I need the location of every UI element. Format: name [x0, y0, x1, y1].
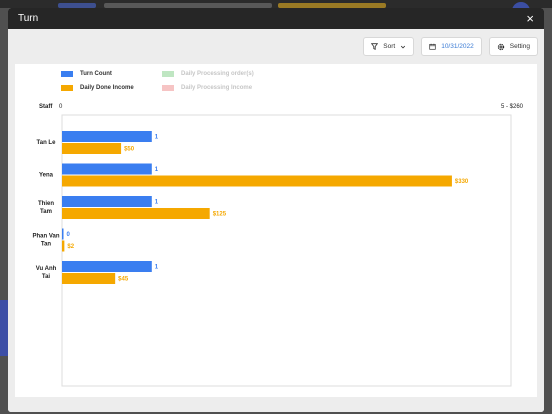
- modal-body: Sort 10/31/2022 Setting Turn Count: [8, 29, 544, 412]
- gear-icon: [497, 43, 504, 50]
- category-label: Thien: [38, 201, 54, 207]
- calendar-icon: [429, 43, 436, 50]
- bar-turn-count: [62, 131, 152, 142]
- chevron-down-icon: [401, 45, 406, 48]
- legend-label: Turn Count: [80, 71, 112, 77]
- category-label: Tan: [41, 242, 52, 248]
- legend-label: Daily Processing order(s): [181, 71, 254, 77]
- background-app-bar: [0, 0, 552, 8]
- bar-turn-count: [62, 163, 152, 175]
- range-axis-label: 5 - $260: [501, 104, 524, 110]
- legend-item-turn-count[interactable]: Turn Count: [61, 71, 112, 77]
- bar-daily-done-income: [62, 175, 452, 187]
- background-sidebar: [0, 300, 8, 356]
- data-label: $45: [118, 277, 129, 283]
- data-label: $125: [213, 212, 227, 218]
- sort-label: Sort: [383, 43, 396, 50]
- legend-swatch: [61, 71, 73, 77]
- category-label: Tai: [42, 274, 51, 280]
- bar-daily-done-income: [62, 208, 210, 219]
- bar-chart: Tan Le 1 $50 Yena 1 $330 Thien Tam 1 $125 Phan Van…: [32, 114, 512, 387]
- date-picker[interactable]: 10/31/2022: [421, 37, 482, 56]
- bar-turn-count: [62, 261, 152, 272]
- toolbar: Sort 10/31/2022 Setting: [363, 37, 538, 56]
- data-label: 0: [67, 232, 71, 238]
- legend-swatch: [162, 71, 174, 77]
- setting-button[interactable]: Setting: [488, 37, 538, 56]
- staff-axis-label: Staff: [39, 104, 53, 110]
- category-label: Yena: [39, 173, 54, 179]
- legend-label: Daily Done Income: [80, 85, 134, 91]
- chart-legend: Turn Count Daily Done Income Daily Proce…: [61, 71, 261, 101]
- category-label: Tam: [40, 209, 52, 215]
- bar-daily-done-income: [62, 273, 116, 284]
- close-icon[interactable]: ×: [526, 11, 534, 26]
- zero-axis-label: 0: [59, 104, 63, 110]
- legend-swatch: [61, 85, 73, 91]
- bar-turn-count: [62, 196, 152, 207]
- data-label: $2: [67, 244, 74, 250]
- category-label: Tan Le: [37, 140, 57, 146]
- sort-button[interactable]: Sort: [363, 37, 415, 56]
- chart-card: Turn Count Daily Done Income Daily Proce…: [15, 64, 537, 397]
- bar-turn-count: [62, 228, 64, 240]
- bar-daily-done-income: [62, 240, 65, 252]
- data-label: 1: [155, 200, 159, 206]
- legend-item-daily-done-income[interactable]: Daily Done Income: [61, 85, 134, 91]
- legend-item-daily-processing-income[interactable]: Daily Processing Income: [162, 85, 252, 91]
- category-label: Vu Anh: [36, 266, 57, 272]
- background-tab: [104, 3, 272, 8]
- data-label: 1: [155, 265, 159, 271]
- data-label: $50: [124, 147, 135, 153]
- plot-area-frame: [61, 114, 512, 387]
- setting-label: Setting: [509, 43, 530, 50]
- legend-item-daily-processing-orders[interactable]: Daily Processing order(s): [162, 71, 254, 77]
- legend-label: Daily Processing Income: [181, 85, 253, 91]
- data-label: 1: [155, 135, 159, 141]
- data-label: 1: [155, 167, 159, 173]
- background-tab: [278, 3, 386, 8]
- modal-header: Turn ×: [8, 8, 544, 29]
- turn-modal: Turn × Sort 10/31/2022 Setting Tur: [8, 8, 544, 412]
- legend-swatch: [162, 85, 174, 91]
- filter-icon: [371, 43, 379, 50]
- date-value: 10/31/2022: [441, 43, 474, 50]
- data-label: $330: [455, 179, 469, 185]
- category-label: Phan Van: [32, 234, 59, 240]
- bar-daily-done-income: [62, 143, 122, 154]
- background-tab: [58, 3, 96, 8]
- modal-title: Turn: [18, 13, 39, 24]
